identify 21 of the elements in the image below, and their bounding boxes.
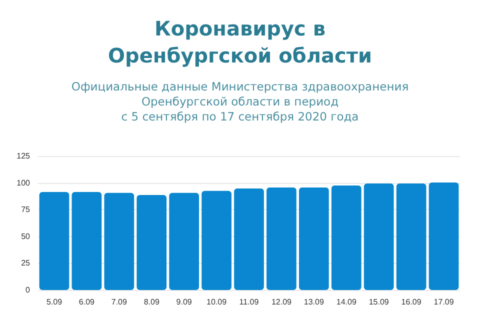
chart-subtitle: Официальные данные Министерства здравоохранения Оренбургской области в период с 5 сентября по 17 сентября 2020 года [71, 80, 409, 124]
x-tick-label: 14.09 [336, 298, 357, 306]
y-tick-label: 125 [16, 152, 31, 160]
x-tick-label: 9.09 [176, 298, 192, 306]
y-tick-label: 75 [21, 205, 31, 214]
x-tick-label: 16.09 [401, 298, 422, 306]
x-tick-label: 17.09 [434, 298, 454, 306]
x-tick-label: 6.09 [78, 298, 96, 306]
x-tick-label: 11.09 [239, 298, 260, 306]
y-tick-label: 100 [16, 178, 31, 188]
x-tick-label: 8.09 [144, 298, 160, 306]
x-tick-label: 12.09 [271, 298, 292, 306]
x-tick-label: 10.09 [206, 298, 228, 306]
x-tick-label: 5.09 [46, 298, 63, 306]
chart-title: Коронавирус в Оренбургской области [108, 16, 372, 68]
y-tick-label: 25 [21, 258, 31, 268]
y-tick-label: 0 [26, 286, 31, 294]
x-tick-label: 7.09 [111, 298, 128, 306]
x-tick-label: 13.09 [304, 298, 324, 306]
y-tick-label: 50 [21, 232, 31, 241]
x-tick-label: 15.09 [368, 298, 390, 306]
